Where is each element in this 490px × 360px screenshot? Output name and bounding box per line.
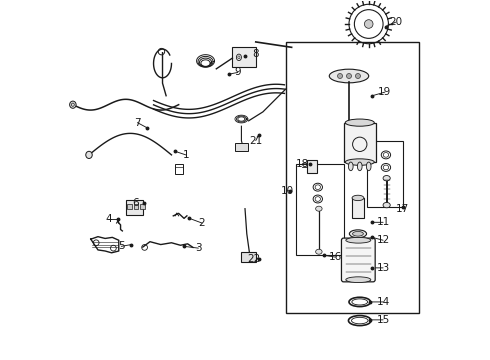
Bar bbox=[367, 140, 403, 207]
Text: 17: 17 bbox=[396, 204, 410, 214]
Circle shape bbox=[355, 73, 361, 78]
Ellipse shape bbox=[316, 249, 322, 254]
Circle shape bbox=[346, 73, 351, 78]
Text: 19: 19 bbox=[378, 87, 392, 97]
Text: 2: 2 bbox=[198, 218, 205, 228]
Text: 1: 1 bbox=[182, 150, 189, 160]
Ellipse shape bbox=[346, 237, 371, 243]
Text: 10: 10 bbox=[280, 186, 294, 196]
Text: 12: 12 bbox=[376, 235, 390, 245]
Bar bbox=[175, 164, 183, 174]
Text: 20: 20 bbox=[389, 17, 402, 27]
Circle shape bbox=[365, 20, 373, 28]
Ellipse shape bbox=[383, 202, 390, 208]
Ellipse shape bbox=[86, 151, 92, 158]
Ellipse shape bbox=[349, 230, 367, 238]
Bar bbox=[307, 160, 317, 173]
Text: 5: 5 bbox=[118, 241, 124, 251]
Text: 8: 8 bbox=[252, 49, 259, 59]
Text: 7: 7 bbox=[134, 118, 141, 128]
Text: 6: 6 bbox=[132, 198, 139, 208]
Text: 22: 22 bbox=[247, 254, 261, 264]
Ellipse shape bbox=[70, 101, 76, 108]
Bar bbox=[140, 204, 145, 209]
Text: 18: 18 bbox=[296, 159, 309, 169]
Ellipse shape bbox=[348, 162, 353, 171]
Text: 11: 11 bbox=[376, 217, 390, 227]
Text: 3: 3 bbox=[195, 243, 202, 253]
Text: 9: 9 bbox=[235, 67, 241, 77]
Ellipse shape bbox=[346, 277, 371, 283]
Text: 13: 13 bbox=[376, 263, 390, 273]
Text: 14: 14 bbox=[376, 297, 390, 307]
FancyBboxPatch shape bbox=[342, 238, 375, 282]
Text: 16: 16 bbox=[329, 252, 342, 262]
Bar bbox=[235, 143, 247, 151]
Bar bbox=[127, 204, 132, 209]
Bar bbox=[296, 164, 343, 255]
Ellipse shape bbox=[345, 159, 374, 165]
Ellipse shape bbox=[345, 119, 374, 126]
Ellipse shape bbox=[383, 176, 390, 181]
Text: 15: 15 bbox=[376, 315, 390, 325]
Ellipse shape bbox=[367, 162, 371, 171]
Bar bbox=[134, 204, 138, 209]
Bar bbox=[126, 201, 143, 215]
Ellipse shape bbox=[329, 69, 368, 83]
Text: 4: 4 bbox=[105, 215, 112, 224]
Circle shape bbox=[338, 73, 343, 78]
Bar bbox=[286, 42, 419, 313]
Ellipse shape bbox=[316, 206, 322, 211]
Ellipse shape bbox=[352, 195, 364, 201]
Bar bbox=[232, 47, 256, 67]
Ellipse shape bbox=[353, 231, 364, 236]
Bar bbox=[242, 252, 256, 262]
Bar bbox=[343, 123, 376, 162]
Bar bbox=[351, 198, 364, 218]
Ellipse shape bbox=[357, 162, 362, 171]
Text: 21: 21 bbox=[249, 136, 262, 145]
